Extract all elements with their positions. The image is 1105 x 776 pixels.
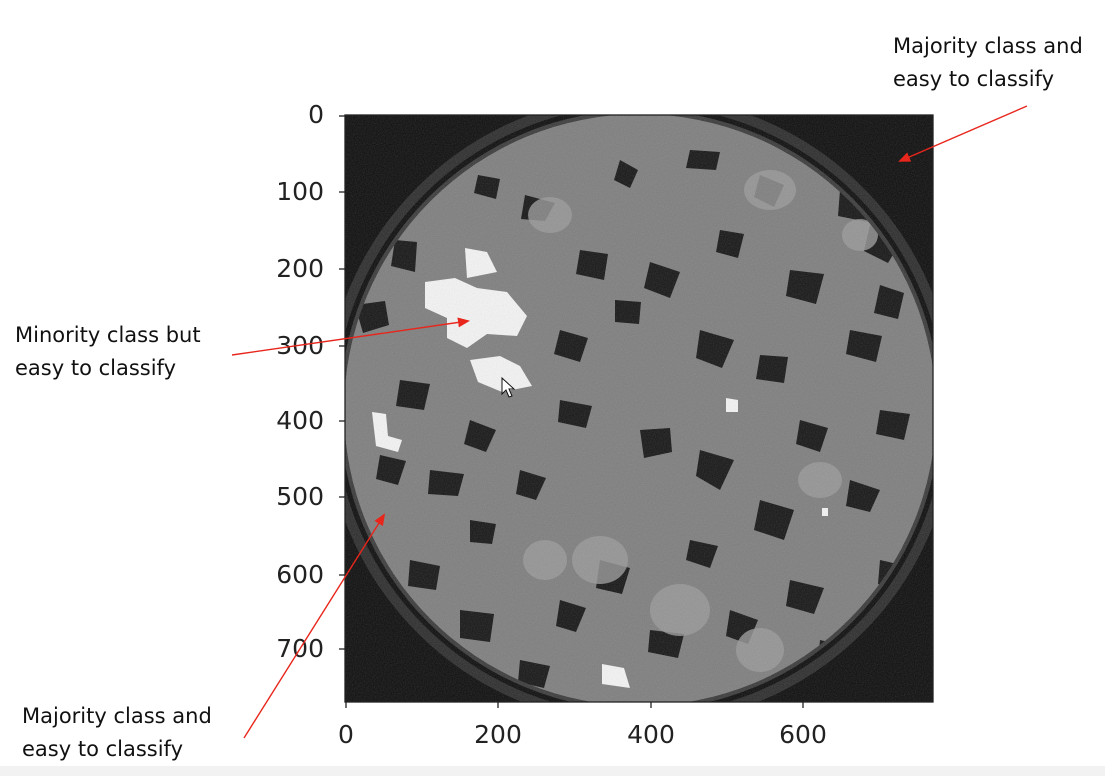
y-tick-label: 200 <box>276 254 324 283</box>
y-tick-label: 400 <box>276 406 324 435</box>
arrow-left <box>231 317 470 356</box>
arrow-top-right <box>898 105 1028 162</box>
annotation-left: Minority class but easy to classify <box>15 319 201 385</box>
y-tick-label: 100 <box>276 177 324 206</box>
annotation-line: Majority class and <box>893 34 1083 58</box>
annotation-line: easy to classify <box>15 356 177 380</box>
ct-image <box>345 115 933 702</box>
mouse-pointer-icon <box>501 376 516 398</box>
x-tick-label: 200 <box>474 720 522 749</box>
annotation-bottom-left: Majority class and easy to classify <box>22 700 212 766</box>
y-tick-label: 0 <box>308 100 324 129</box>
axis-ticks <box>339 115 804 708</box>
y-tick-label: 500 <box>276 482 324 511</box>
annotation-line: easy to classify <box>22 737 184 761</box>
y-tick-label: 600 <box>276 560 324 589</box>
bottom-strip <box>0 766 1105 776</box>
x-tick-label: 0 <box>338 720 354 749</box>
x-tick-label: 400 <box>627 720 675 749</box>
annotation-line: easy to classify <box>893 67 1055 91</box>
annotation-top-right: Majority class and easy to classify <box>893 30 1083 96</box>
axes-frame <box>344 114 934 703</box>
annotation-line: Minority class but <box>15 323 201 347</box>
arrow-bottom-left <box>243 513 386 739</box>
x-tick-label: 600 <box>779 720 827 749</box>
annotation-line: Majority class and <box>22 704 212 728</box>
